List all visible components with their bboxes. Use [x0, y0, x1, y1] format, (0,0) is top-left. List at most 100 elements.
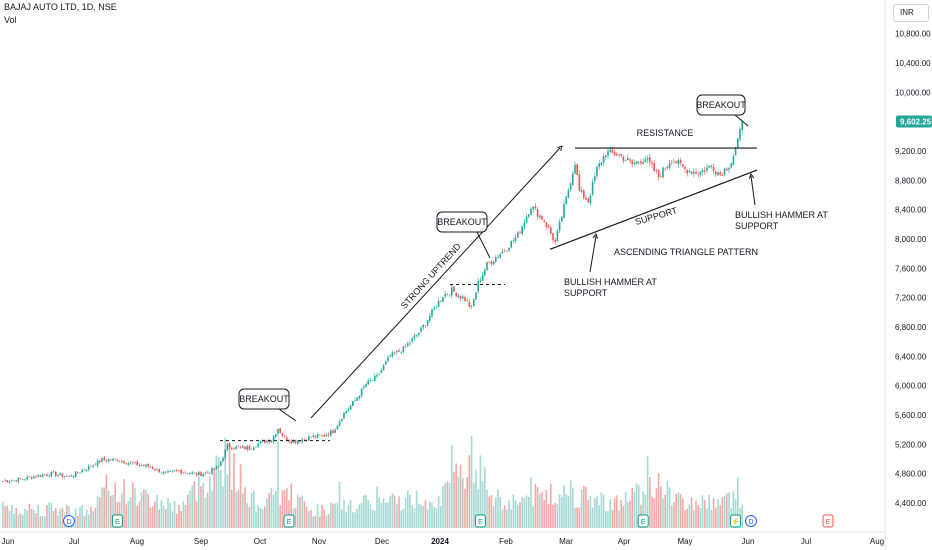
x-tick-label: Aug [870, 537, 884, 546]
volume-bar [567, 495, 570, 528]
volume-bar [28, 503, 31, 528]
volume-bar [250, 492, 253, 528]
volume-bar [308, 511, 310, 528]
y-tick-label: 6,400.00 [895, 352, 927, 361]
event-marker-label: D [66, 519, 71, 526]
volume-bar [356, 508, 358, 528]
candle [728, 167, 730, 170]
candle [572, 173, 574, 185]
volume-bar [145, 490, 147, 528]
candle [437, 300, 440, 307]
candle [92, 465, 94, 467]
candle [250, 449, 253, 450]
x-tick-label: Dec [375, 537, 389, 546]
volume-bar [609, 499, 611, 528]
candle [468, 301, 471, 307]
candle [374, 375, 376, 381]
y-tick-label: 5,600.00 [895, 411, 927, 420]
volume-bar [701, 495, 704, 528]
candle [479, 280, 482, 282]
candle [611, 149, 614, 153]
hammer-label: BULLISH HAMMER AT SUPPORT [735, 210, 828, 231]
volume-bar [426, 509, 429, 528]
volume-bar [611, 510, 614, 528]
volume-bar [655, 488, 658, 528]
volume-bar [294, 507, 297, 528]
candle [393, 352, 396, 354]
volume-bar [635, 483, 638, 528]
candle [356, 397, 358, 401]
candle [404, 346, 407, 347]
candle [189, 473, 191, 475]
candle [459, 295, 462, 299]
candle [158, 469, 160, 473]
volume-bar [737, 477, 739, 528]
candle [398, 350, 400, 352]
candle [363, 386, 365, 389]
volume-bar [728, 492, 730, 528]
volume-bar [380, 503, 383, 528]
candle [345, 411, 347, 414]
volume-bar [459, 464, 462, 528]
volume-bar [715, 507, 717, 528]
candle [198, 472, 200, 475]
volume-bar [569, 480, 572, 528]
volume-bar [57, 515, 59, 528]
candle [132, 462, 134, 464]
candle [519, 232, 521, 234]
candle [301, 439, 303, 442]
volume-bar [327, 514, 330, 528]
volume-bar [409, 494, 411, 528]
candle [145, 464, 147, 467]
volume-bar [314, 515, 317, 528]
candle [253, 447, 255, 450]
candle [715, 171, 717, 174]
volume-bar [220, 470, 222, 528]
volume-bar [226, 474, 229, 528]
volume-bar [204, 497, 207, 528]
candle [140, 465, 143, 466]
candle [365, 384, 367, 388]
candle [671, 161, 673, 163]
volume-bar [242, 493, 244, 528]
candle [178, 470, 180, 471]
candle [266, 440, 268, 443]
candle [407, 343, 409, 346]
volume-bar [664, 494, 666, 528]
candle [50, 471, 53, 477]
volume-bar [679, 493, 682, 528]
volume-bar [253, 490, 255, 528]
candle [24, 479, 26, 480]
candle [389, 356, 391, 358]
volume-bar [620, 500, 622, 528]
volume-bar [165, 508, 167, 528]
volume-bar [455, 463, 457, 528]
volume-bar [11, 504, 13, 528]
callout-box [436, 211, 488, 233]
currency-selector[interactable]: INR [893, 4, 929, 22]
volume-bar [576, 507, 578, 528]
volume-bar [708, 495, 710, 528]
volume-bar [235, 491, 237, 528]
volume-bar [283, 490, 286, 528]
candle [319, 434, 321, 436]
candle [466, 300, 468, 302]
candle [8, 481, 11, 483]
candle [52, 471, 55, 473]
callout-box [696, 94, 746, 116]
volume-bar [393, 495, 396, 528]
candle [574, 164, 576, 174]
volume-bar [600, 492, 603, 528]
candle [286, 437, 288, 441]
candle [79, 472, 81, 474]
volume-bar [462, 477, 464, 528]
candle [732, 155, 735, 165]
candle [193, 472, 196, 474]
candle [444, 294, 446, 297]
volume-bar [154, 501, 156, 528]
candle [475, 292, 477, 300]
candle [675, 161, 677, 164]
volume-bar [349, 499, 352, 528]
volume-bar [556, 504, 559, 528]
